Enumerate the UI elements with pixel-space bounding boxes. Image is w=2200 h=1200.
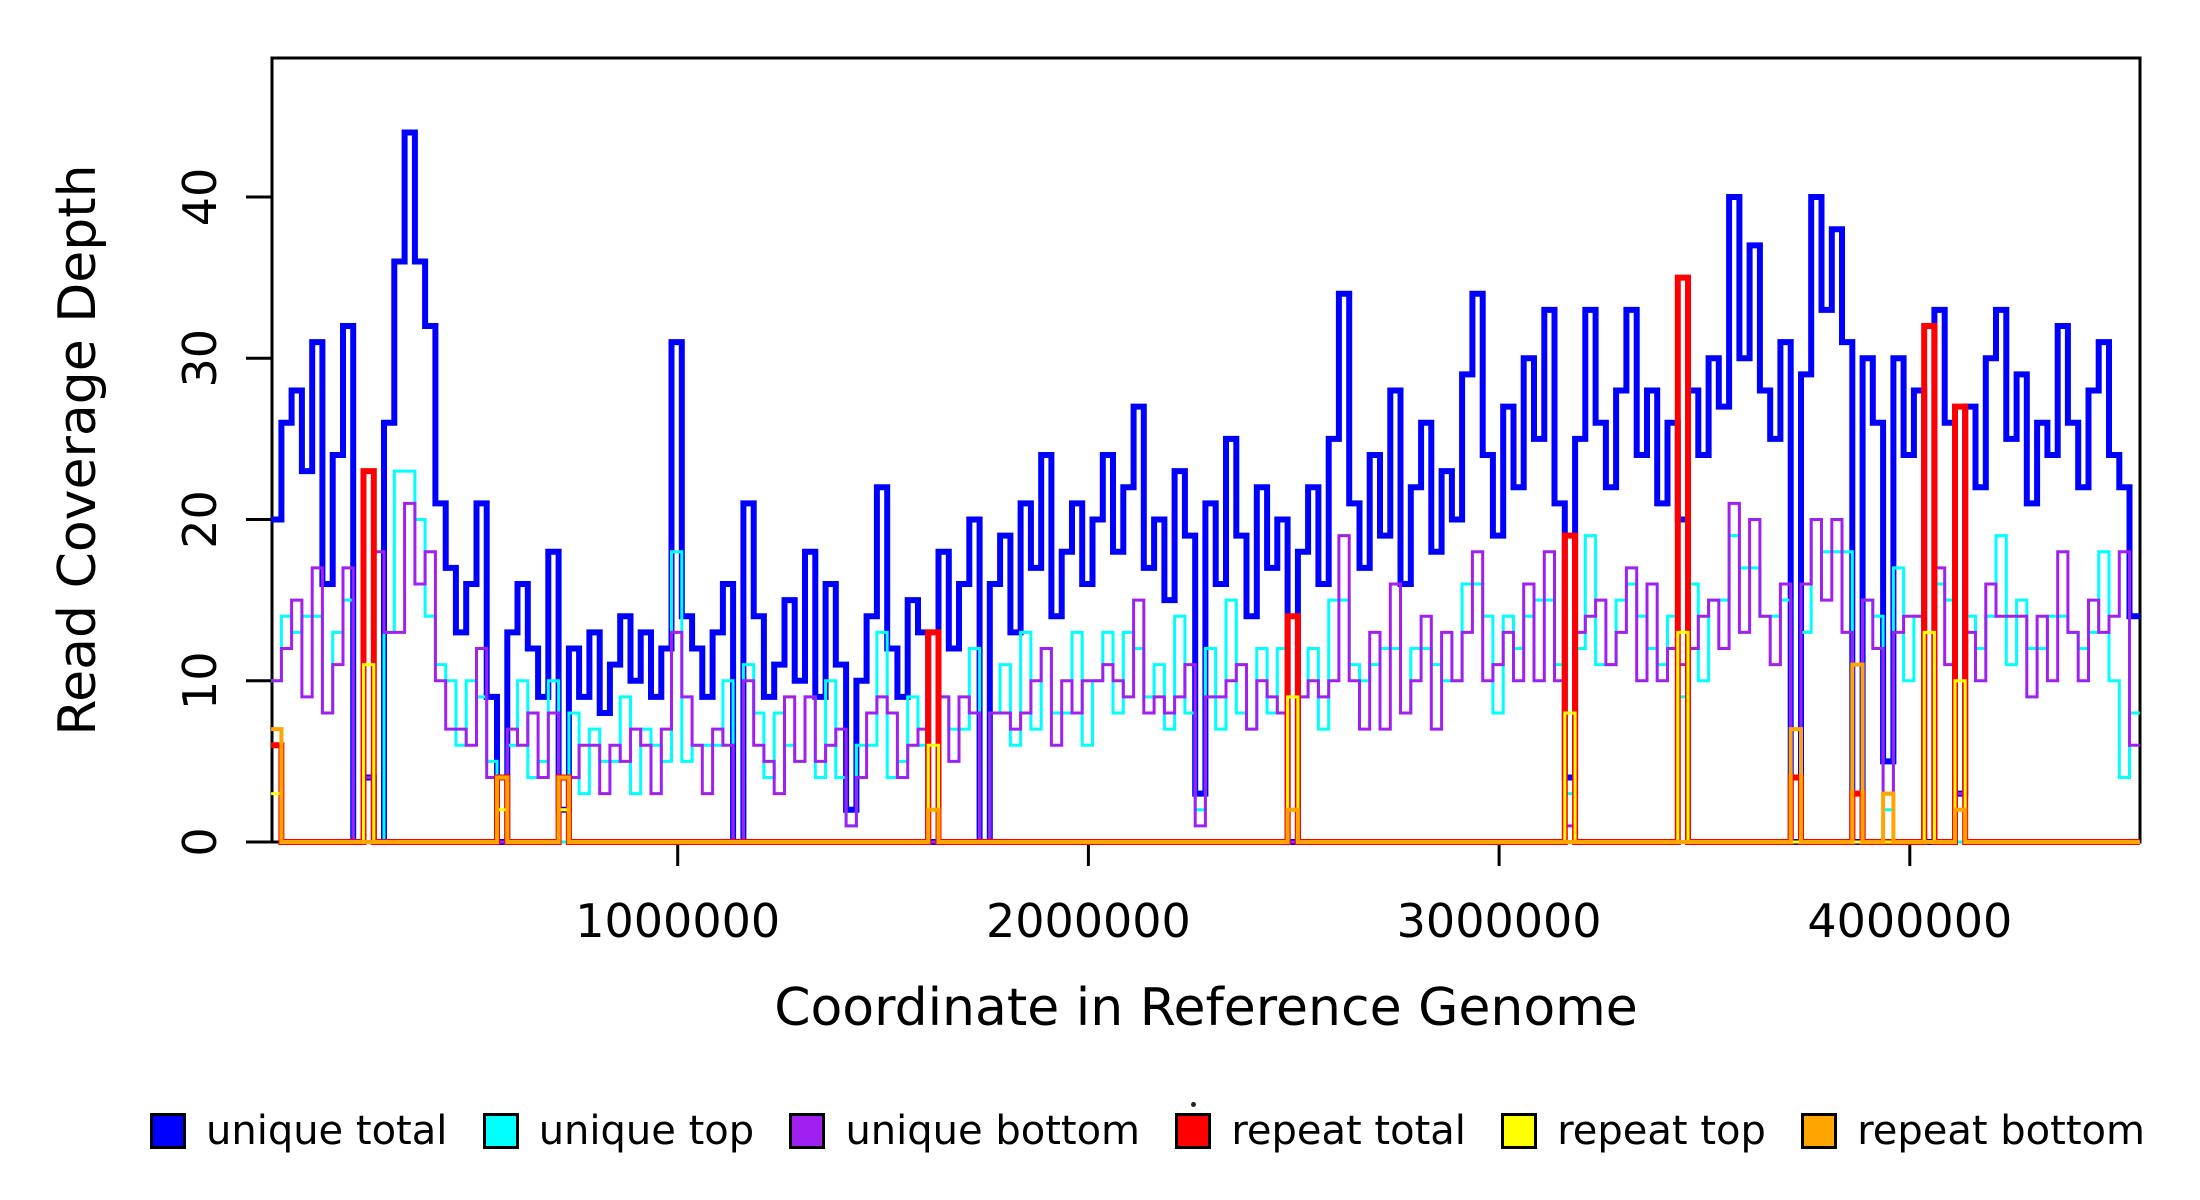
legend-item-repeat-top: repeat top: [1501, 1108, 1766, 1154]
legend-label: unique total: [206, 1108, 448, 1154]
unique-bottom-swatch-icon: [789, 1113, 826, 1149]
y-tick-label: 20: [173, 490, 227, 549]
legend-label: repeat total: [1231, 1108, 1466, 1154]
legend-item-repeat-bottom: repeat bottom: [1801, 1108, 2145, 1154]
legend: unique total unique top unique bottom re…: [150, 1098, 2145, 1164]
legend-item-unique-bottom: unique bottom: [789, 1108, 1140, 1154]
x-tick-label: 2000000: [986, 894, 1191, 948]
legend-item-unique-top: unique top: [482, 1108, 755, 1154]
legend-item-unique-total: unique total: [150, 1108, 447, 1154]
y-tick-label: 40: [173, 168, 227, 227]
x-tick-label: 3000000: [1397, 894, 1602, 948]
x-tick-label: 1000000: [575, 894, 780, 948]
unique-top-swatch-icon: [482, 1113, 519, 1149]
repeat-bottom-swatch-icon: [1801, 1113, 1838, 1149]
series-line-unique-bottom: [271, 501, 2140, 844]
legend-label: repeat top: [1557, 1108, 1766, 1154]
repeat-total-swatch-icon: [1175, 1113, 1212, 1149]
unique-total-swatch-icon: [150, 1113, 186, 1149]
x-tick-label: 4000000: [1807, 894, 2012, 948]
repeat-top-swatch-icon: [1501, 1113, 1538, 1149]
y-tick-label: 10: [173, 651, 227, 710]
legend-item-repeat-total: repeat total: [1175, 1108, 1466, 1154]
x-axis-title: Coordinate in Reference Genome: [774, 978, 1638, 1038]
legend-label: unique top: [538, 1108, 755, 1154]
stray-dot: [1191, 1102, 1196, 1107]
y-axis-title: Read Coverage Depth: [48, 164, 108, 736]
legend-label: unique bottom: [845, 1108, 1141, 1154]
y-tick-label: 0: [173, 827, 227, 856]
legend-label: repeat bottom: [1857, 1108, 2145, 1154]
series-line-repeat-bottom: [271, 662, 2140, 844]
y-tick-label: 30: [173, 329, 227, 388]
